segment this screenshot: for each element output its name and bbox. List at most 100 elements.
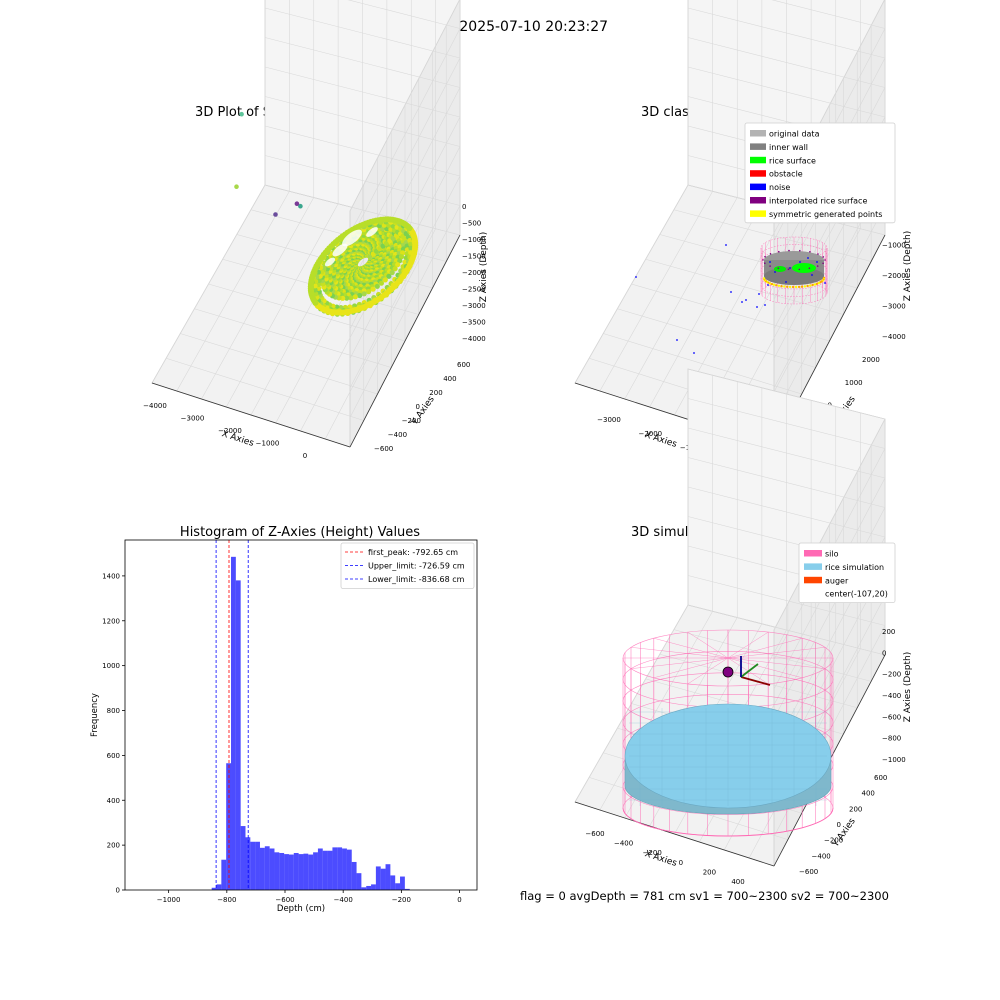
panel1-x-tick-label: 0 (303, 452, 307, 460)
panel1-data-point (406, 225, 413, 232)
silo-roof-spoke (727, 657, 826, 669)
histogram-bar (264, 846, 270, 890)
panel2-y-tick-label: 1000 (845, 379, 863, 387)
histogram-y-tick-label: 1000 (102, 662, 120, 670)
panel2-noise-point (767, 284, 769, 286)
silo-roof-spoke (727, 647, 826, 659)
panel2-noise-point (730, 291, 732, 293)
panel2-z-tick-label: −3000 (882, 303, 906, 311)
panel2-symmetric-point (777, 284, 781, 287)
histogram-bar (231, 556, 236, 890)
panel2-grid-line (687, 37, 886, 88)
panel4-x-tick-label: −400 (614, 840, 633, 848)
panel4-x-ticks: −600 −400 −200 0 200 400 (585, 830, 744, 886)
histogram-y-tick-label: 1200 (102, 617, 120, 625)
panel1-z-tick-label: −2000 (462, 269, 486, 277)
panel1-y-tick-label: −600 (374, 445, 393, 453)
panel1-grid-line (264, 184, 461, 236)
panel1-data-point (352, 294, 358, 300)
histogram-bar (400, 876, 405, 890)
histogram-bar (250, 841, 256, 890)
histogram-bar (346, 849, 352, 890)
panel1-x-tick-label: −1000 (256, 440, 280, 448)
panel2-symmetric-point (813, 283, 817, 286)
panel1-data-point (357, 292, 363, 299)
panel2-noise-point (745, 299, 747, 301)
panel2-noise-point (693, 352, 695, 354)
histogram-bar (240, 826, 246, 890)
histogram-bar (216, 884, 222, 890)
silo-roof-spoke (630, 647, 729, 659)
panel4-legend-label: auger (825, 576, 849, 585)
panel2-legend-label: noise (769, 183, 790, 192)
histogram-ylabel: Frequency (90, 693, 100, 737)
panel2-x-tick-label: −3000 (597, 416, 621, 424)
auger-marker (722, 666, 734, 678)
panel4-x-tick-label: 0 (679, 859, 683, 867)
panel2-noise-point (811, 274, 813, 276)
panel2-symmetric-point (772, 283, 776, 286)
panel2-grid-line (645, 258, 844, 315)
histogram-bar (259, 847, 265, 890)
panel4-z-tick-label: −400 (882, 692, 901, 700)
histogram-x-tick-label: −600 (275, 896, 294, 904)
panel-3d-raw: 3D Plot of Silo Interior(row data) −4000… (143, 0, 489, 460)
panel4-y-tick-label: −200 (824, 837, 843, 845)
panel4-x-tick-label: −600 (585, 830, 604, 838)
panel4-legend-label: silo (825, 550, 839, 559)
panel1-z-tick-label: −3000 (462, 302, 486, 310)
silo-roof-spoke (727, 637, 803, 659)
panel1-outlier-point (273, 212, 278, 217)
histogram-x-tick-label: −1000 (157, 896, 181, 904)
histogram-bar (322, 850, 328, 890)
panel2-noise-point (816, 261, 818, 263)
panel2-noise-point (789, 267, 791, 269)
panel2-interpolated-point (787, 268, 790, 271)
panel1-grid-line (324, 228, 436, 440)
panel2-symmetric-point (806, 284, 809, 288)
histogram-bar (235, 580, 241, 890)
panel2-symmetric-point (803, 285, 807, 288)
panel4-legend-swatch (804, 576, 822, 584)
panel1-data-gap (342, 229, 362, 247)
panel2-noise-point (764, 304, 766, 306)
panel4-y-tick-label: 200 (849, 805, 862, 813)
histogram-bar (269, 848, 275, 890)
histogram-x-tick-label: −800 (217, 896, 236, 904)
panel1-data-point (398, 254, 405, 260)
panel4-y-tick-label: 0 (837, 821, 841, 829)
panel2-y-tick-label: 2000 (862, 356, 880, 364)
panel2-legend-swatch (750, 170, 766, 177)
panel2-interpolated-point (808, 267, 811, 270)
panel2-noise-point (741, 301, 743, 303)
panel1-y-tick-label: 600 (457, 361, 470, 369)
histogram-legend-label: Lower_limit: -836.68 cm (368, 575, 465, 584)
silo-roof-spoke (687, 631, 729, 659)
histogram-y-tick-label: 600 (107, 752, 120, 760)
panel2-symmetric-point (788, 285, 792, 289)
histogram-x-tick-label: 0 (457, 896, 461, 904)
panel1-outlier-point (239, 111, 244, 117)
histogram-bar (274, 852, 280, 890)
panel1-grid-line (264, 7, 461, 59)
panel2-grid-line (771, 0, 886, 29)
panel4-grid-line (687, 486, 886, 538)
panel2-rice-surface (774, 266, 786, 272)
panel2-legend-swatch (750, 197, 766, 204)
panel2-interpolated-point (809, 251, 811, 253)
panel2-legend-swatch (750, 143, 766, 150)
panel4-x-tick-label: 200 (703, 868, 716, 876)
panel2-zlabel: Z Axies (Depth) (903, 231, 913, 302)
panel1-grid-line (264, 66, 461, 118)
panel2-noise-point (807, 257, 809, 259)
histogram-x-ticks: −1000 −800 −600 −400 −200 0 (157, 890, 462, 904)
panel1-x-ticks: −4000 −3000 −2000 −1000 0 (143, 402, 307, 460)
panel1-axes-box (151, 0, 461, 448)
panel2-interpolated-point (777, 267, 780, 270)
histogram-reference-lines (215, 540, 249, 890)
histogram-bar (385, 864, 391, 890)
silo-roof-spoke (727, 631, 769, 659)
panel4-y-tick-label: −400 (812, 852, 831, 860)
panel2-z-tick-label: −4000 (882, 333, 906, 341)
